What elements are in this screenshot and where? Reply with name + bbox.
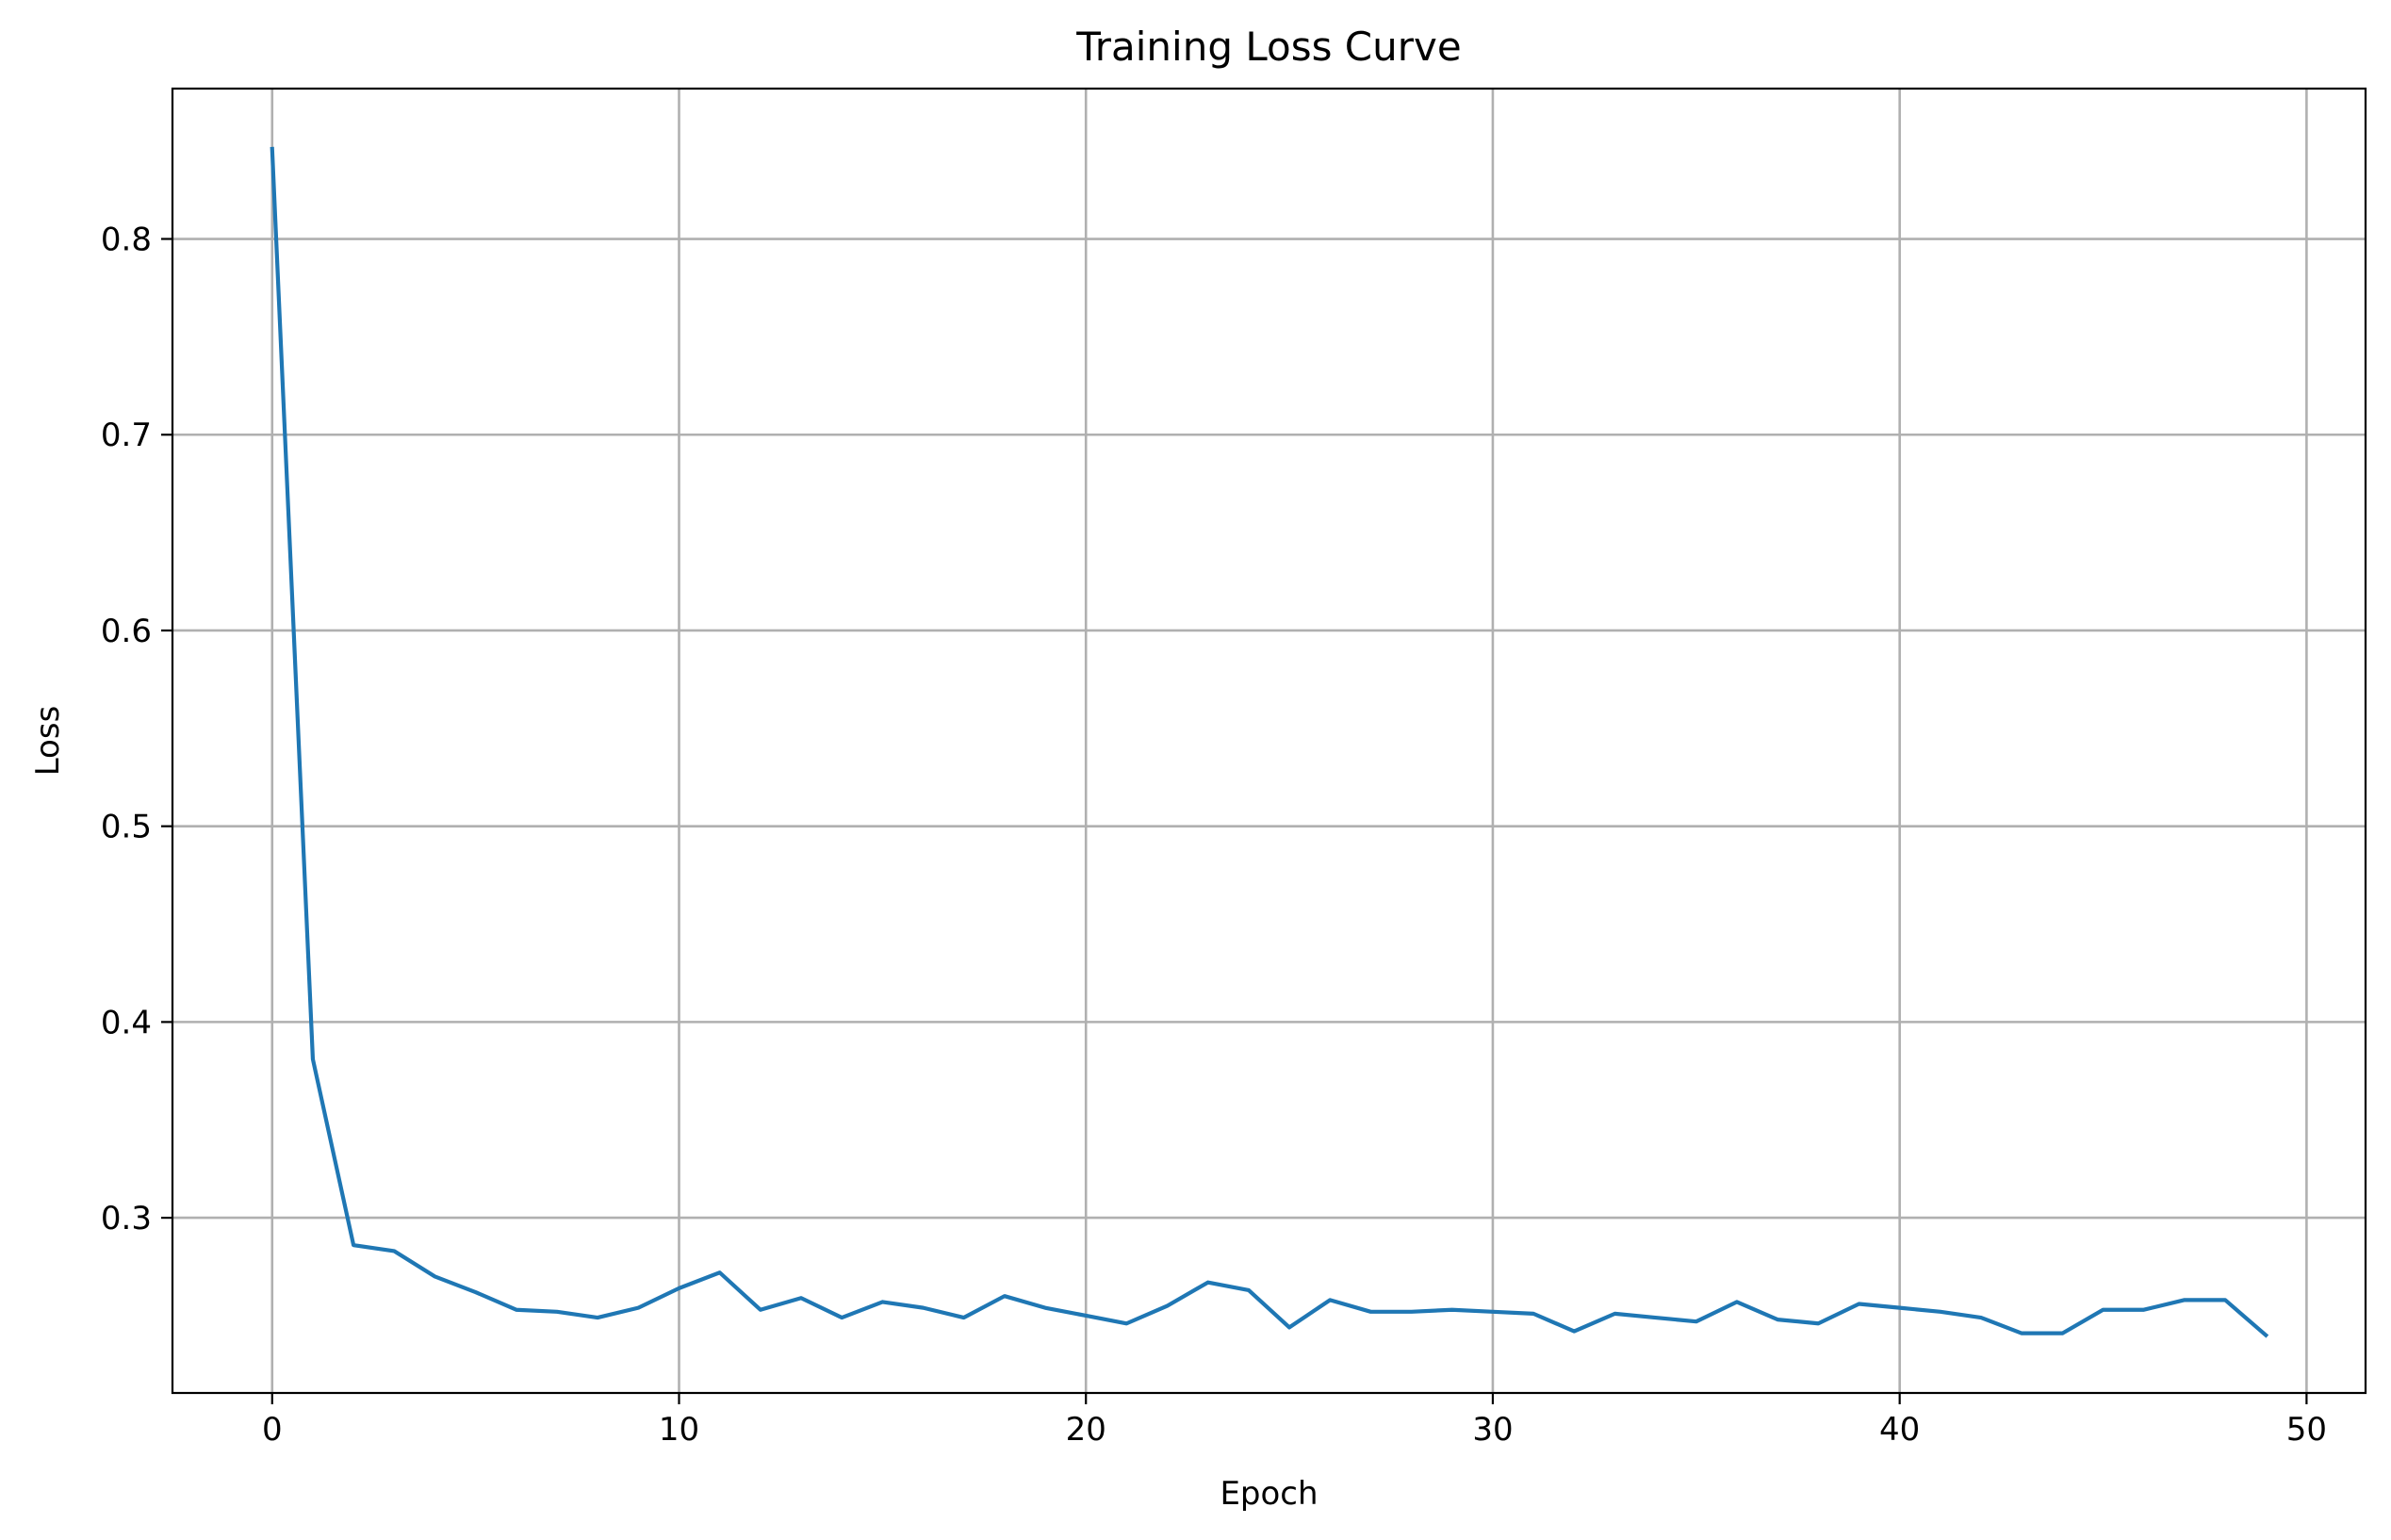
y-tick-label: 0.4 bbox=[101, 1004, 152, 1041]
y-tick-label: 0.7 bbox=[101, 417, 152, 454]
series-layer bbox=[270, 146, 2269, 1338]
x-axis-label: Epoch bbox=[1220, 1475, 1318, 1513]
x-tick-label: 20 bbox=[1066, 1411, 1106, 1449]
x-tick-label: 10 bbox=[659, 1411, 699, 1449]
y-axis-label: Loss bbox=[29, 706, 67, 777]
x-tick-label: 0 bbox=[262, 1411, 283, 1449]
ticks: 0 10 20 30 40 50 0.3 0.4 0.5 0.6 0.7 0.8 bbox=[101, 221, 2327, 1449]
grid bbox=[172, 89, 2366, 1393]
y-tick-label: 0.3 bbox=[101, 1200, 152, 1237]
y-tick-label: 0.6 bbox=[101, 613, 152, 650]
x-tick-label: 30 bbox=[1472, 1411, 1513, 1449]
y-tick-label: 0.5 bbox=[101, 809, 152, 846]
y-tick-label: 0.8 bbox=[101, 221, 152, 259]
x-tick-label: 40 bbox=[1879, 1411, 1920, 1449]
chart-title: Training Loss Curve bbox=[1075, 24, 1461, 70]
x-tick-label: 50 bbox=[2286, 1411, 2327, 1449]
plot-frame bbox=[171, 87, 2367, 1395]
loss-series-line bbox=[270, 146, 2269, 1338]
